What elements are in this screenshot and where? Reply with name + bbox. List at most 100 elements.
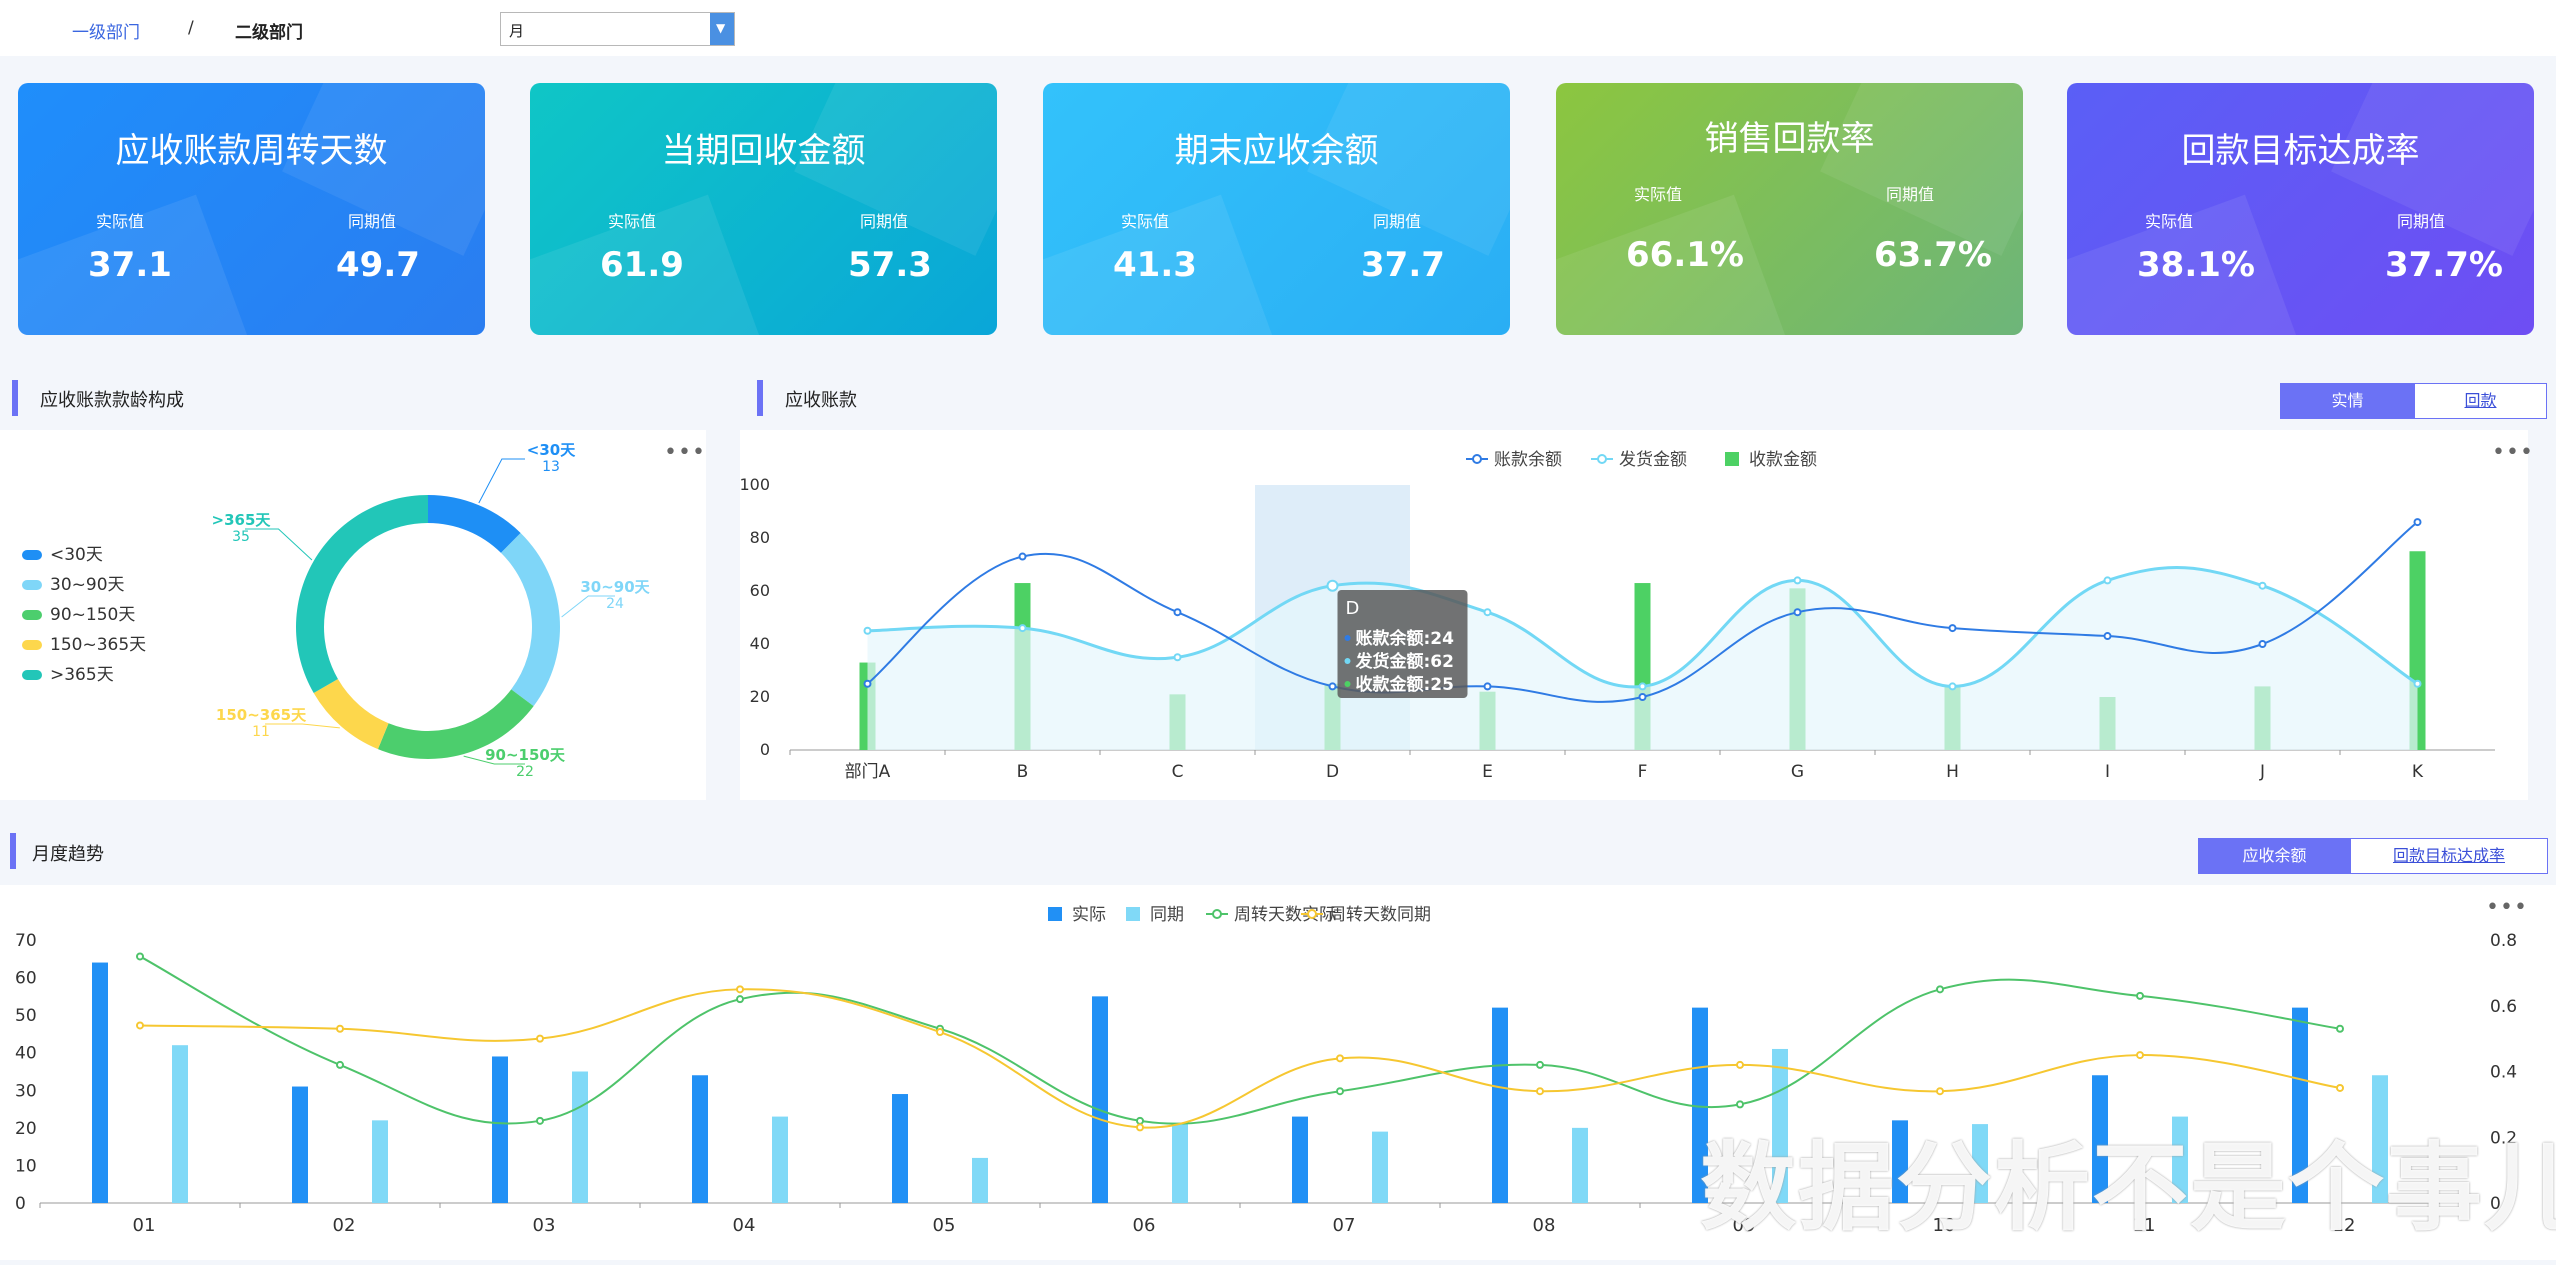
bar-prior bbox=[172, 1045, 188, 1203]
x-tick-label: 07 bbox=[1333, 1215, 1356, 1236]
period-select[interactable]: 月 ▼ bbox=[500, 12, 735, 46]
y-left-tick-label: 70 bbox=[15, 931, 37, 951]
legend-item[interactable]: 90~150天 bbox=[22, 600, 135, 625]
donut-slice bbox=[428, 495, 521, 553]
watermark: 数据分析不是个事儿 bbox=[1700, 1132, 2556, 1244]
point-shipment bbox=[2413, 679, 2422, 688]
x-tick-label: 06 bbox=[1133, 1215, 1156, 1236]
bar-prior bbox=[372, 1120, 388, 1203]
donut-slice-value: 22 bbox=[516, 764, 534, 780]
x-tick-label: 05 bbox=[933, 1215, 956, 1236]
legend-swatch bbox=[22, 640, 42, 650]
bar-actual bbox=[92, 962, 108, 1203]
bar-prior bbox=[1372, 1131, 1388, 1203]
donut-slice bbox=[377, 689, 534, 759]
point-turnover-prior bbox=[1936, 1087, 1944, 1096]
toggle-target-rate-button[interactable]: 回款目标达成率 bbox=[2350, 838, 2548, 874]
point-shipment bbox=[1793, 576, 1802, 585]
aging-panel: ••• <30天 30~90天 90~150天 150~365天 >365天 <30天 1… bbox=[0, 430, 706, 800]
kpi-card[interactable]: 应收账款周转天数 实际值 同期值 37.1 49.7 bbox=[18, 83, 485, 335]
y-right-tick-label: 0.4 bbox=[2490, 1063, 2517, 1083]
donut-slice-label: 90~150天 bbox=[485, 746, 566, 764]
donut-label-line bbox=[265, 723, 340, 729]
point-balance bbox=[1793, 608, 1802, 617]
receivable-chart: 0 20 40 60 80 100 部门A B C D E F G H I J K 账款余额 发货金额 收款金额 D 账款… bbox=[740, 450, 2495, 782]
x-tick-label: C bbox=[1172, 762, 1184, 782]
kpi-prior-value: 37.7% bbox=[2385, 245, 2503, 285]
toggle-actual-button[interactable]: 实情 bbox=[2280, 383, 2415, 419]
point-turnover-actual bbox=[1336, 1087, 1344, 1096]
legend-marker bbox=[1307, 909, 1317, 919]
more-dots-icon[interactable]: ••• bbox=[2486, 895, 2528, 920]
chevron-down-icon[interactable]: ▼ bbox=[710, 13, 734, 45]
legend-marker bbox=[1212, 909, 1222, 919]
kpi-card[interactable]: 销售回款率 实际值 同期值 66.1% 63.7% bbox=[1556, 83, 2023, 335]
point-balance bbox=[2258, 640, 2267, 648]
point-balance bbox=[1483, 682, 1492, 691]
toggle-balance-button[interactable]: 应收余额 bbox=[2198, 838, 2351, 874]
more-dots-icon[interactable]: ••• bbox=[2492, 440, 2534, 465]
bar-prior bbox=[2172, 1116, 2188, 1203]
legend-label: 收款金额 bbox=[1749, 450, 1817, 470]
y-left-tick-label: 30 bbox=[15, 1081, 37, 1101]
legend-label: 90~150天 bbox=[50, 605, 136, 625]
donut-slice-value: 13 bbox=[542, 459, 560, 475]
kpi-prior-label: 同期值 bbox=[860, 212, 909, 231]
bar-actual bbox=[692, 1075, 708, 1203]
legend-item[interactable]: 30~90天 bbox=[22, 570, 125, 595]
receivable-section-title: 应收账款 bbox=[785, 390, 857, 411]
donut-slice bbox=[313, 679, 389, 750]
donut-slice-label: >365天 bbox=[212, 511, 272, 529]
line-turnover-prior bbox=[139, 988, 2341, 1129]
legend-marker bbox=[1048, 907, 1062, 921]
bar-prior bbox=[572, 1071, 588, 1203]
kpi-actual-value: 61.9 bbox=[600, 245, 684, 285]
card-decoration bbox=[1820, 83, 2023, 256]
legend-swatch bbox=[22, 550, 42, 560]
point-turnover-prior bbox=[336, 1024, 344, 1033]
point-turnover-actual bbox=[336, 1060, 344, 1069]
x-tick-label: K bbox=[2412, 762, 2424, 782]
kpi-card[interactable]: 期末应收余额 实际值 同期值 41.3 37.7 bbox=[1043, 83, 1510, 335]
kpi-prior-value: 37.7 bbox=[1361, 245, 1445, 285]
x-tick-label: F bbox=[1638, 762, 1648, 782]
top-bar: 一级部门 / 二级部门 月 ▼ bbox=[0, 0, 2556, 56]
legend-label: 周转天数同期 bbox=[1329, 905, 1431, 925]
kpi-actual-value: 37.1 bbox=[88, 245, 172, 285]
kpi-card[interactable]: 当期回收金额 实际值 同期值 61.9 57.3 bbox=[530, 83, 997, 335]
kpi-title: 当期回收金额 bbox=[661, 131, 866, 171]
bar-actual bbox=[1492, 1007, 1508, 1203]
donut-label-line bbox=[478, 458, 525, 504]
legend-label: 30~90天 bbox=[50, 575, 125, 595]
legend-marker bbox=[1472, 454, 1482, 464]
kpi-card[interactable]: 回款目标达成率 实际值 同期值 38.1% 37.7% bbox=[2067, 83, 2534, 335]
donut-label-line bbox=[245, 528, 313, 561]
legend-item[interactable]: 150~365天 bbox=[22, 630, 146, 655]
point-turnover-actual bbox=[1736, 1100, 1744, 1109]
kpi-actual-label: 实际值 bbox=[2145, 212, 2194, 231]
breadcrumb-level1[interactable]: 一级部门 bbox=[72, 23, 140, 43]
aging-section-title: 应收账款款龄构成 bbox=[40, 390, 184, 411]
legend-label: 发货金额 bbox=[1619, 450, 1687, 470]
y-left-tick-label: 20 bbox=[15, 1119, 37, 1139]
legend-item[interactable]: <30天 bbox=[22, 540, 103, 565]
kpi-actual-value: 66.1% bbox=[1626, 235, 1744, 275]
bar-prior bbox=[972, 1157, 988, 1203]
receivable-panel: ••• 0 20 40 60 80 100 部门A B C D E F G H I J K 账款余额 发货金额 收款金… bbox=[740, 430, 2533, 800]
section-marker bbox=[757, 380, 763, 416]
kpi-prior-label: 同期值 bbox=[1373, 212, 1422, 231]
point-shipment bbox=[1018, 624, 1027, 633]
kpi-actual-label: 实际值 bbox=[1634, 185, 1683, 204]
legend-label: <30天 bbox=[50, 545, 103, 565]
legend-item[interactable]: >365天 bbox=[22, 660, 114, 685]
monthly-panel: ••• 0 10 20 30 40 50 60 70 0 0.2 0.4 0.6 0.8 01 02 03 04… bbox=[0, 885, 2556, 1260]
kpi-prior-label: 同期值 bbox=[348, 212, 397, 231]
area-shipment bbox=[867, 567, 2418, 750]
line-turnover-actual bbox=[139, 955, 2341, 1125]
point-shipment bbox=[2258, 581, 2267, 590]
x-tick-label: 10 bbox=[1933, 1215, 1956, 1236]
more-dots-icon[interactable]: ••• bbox=[664, 440, 706, 465]
toggle-collection-button[interactable]: 回款 bbox=[2414, 383, 2547, 419]
point-balance bbox=[863, 679, 872, 688]
breadcrumb-level2[interactable]: 二级部门 bbox=[235, 23, 303, 43]
